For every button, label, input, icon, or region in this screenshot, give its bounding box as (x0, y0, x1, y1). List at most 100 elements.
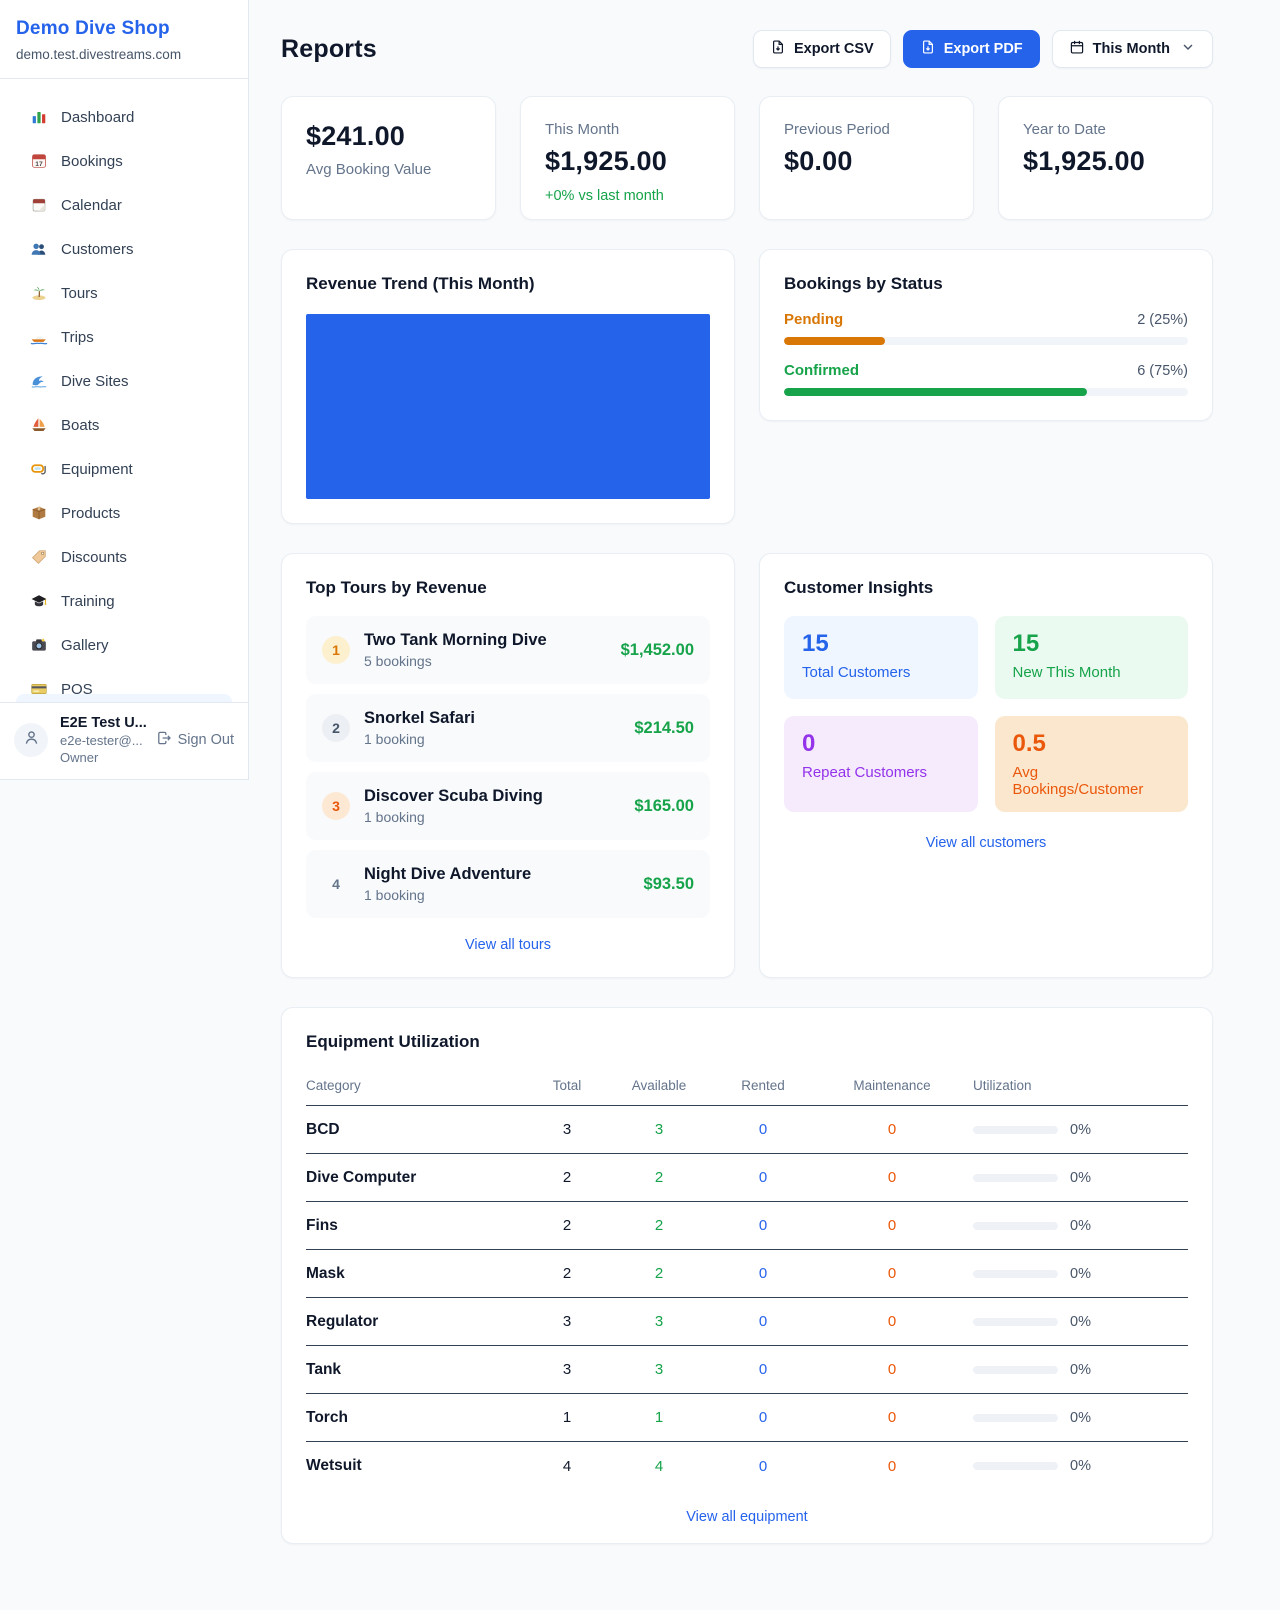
dive-sites-icon (30, 372, 48, 390)
cell-category: Regulator (306, 1312, 379, 1330)
view-all-customers-link[interactable]: View all customers (925, 835, 1047, 851)
sidebar-item-customers[interactable]: Customers (16, 231, 232, 267)
status-label: Pending (784, 311, 844, 328)
export-pdf-button[interactable]: Export PDF (902, 30, 1040, 68)
cell-total: 3 (562, 1361, 572, 1378)
insight-value: 15 (1012, 630, 1040, 657)
cell-total: 2 (562, 1169, 572, 1186)
cell-maintenance: 0 (887, 1121, 897, 1138)
cell-total: 3 (562, 1313, 572, 1330)
sidebar-item-pos[interactable]: POS (16, 671, 232, 702)
revenue-trend-card: Revenue Trend (This Month) (281, 249, 735, 524)
view-all-equipment-link[interactable]: View all equipment (686, 1509, 808, 1525)
tour-revenue: $165.00 (634, 796, 694, 815)
cell-utilization-pct: 0% (1070, 1361, 1091, 1378)
rank-badge: 3 (322, 792, 350, 820)
sidebar-brand: Demo Dive Shop demo.test.divestreams.com (0, 0, 248, 79)
cell-available: 2 (654, 1217, 664, 1234)
cell-rented: 0 (758, 1409, 768, 1426)
tour-row-night-dive-adventure: 4 Night Dive Adventure 1 booking $93.50 (306, 850, 710, 918)
tour-bookings: 1 booking (364, 731, 425, 747)
top-tours-card: Top Tours by Revenue 1 Two Tank Morning … (281, 553, 735, 978)
user-email: e2e-tester@... (60, 733, 143, 748)
sidebar-item-gallery[interactable]: Gallery (16, 627, 232, 663)
customer-insights-title: Customer Insights (784, 578, 934, 597)
products-icon (30, 504, 48, 522)
svg-text:17: 17 (35, 161, 43, 168)
sidebar-item-calendar[interactable]: Calendar (16, 187, 232, 223)
export-csv-button[interactable]: Export CSV (752, 30, 891, 68)
export-pdf-label: Export PDF (943, 41, 1023, 57)
insights-row: Top Tours by Revenue 1 Two Tank Morning … (281, 553, 1213, 978)
column-available: Available (631, 1078, 687, 1093)
stat-value: $241.00 (306, 121, 405, 151)
cell-category: Dive Computer (306, 1168, 417, 1186)
insight-label: New This Month (1012, 664, 1121, 681)
sign-out-icon (156, 730, 172, 750)
cell-utilization-pct: 0% (1070, 1409, 1091, 1426)
avatar (14, 723, 48, 757)
user-role: Owner (60, 750, 99, 765)
cell-total: 4 (562, 1457, 572, 1475)
sidebar-item-trips[interactable]: Trips (16, 319, 232, 355)
utilization-bar-track (973, 1221, 1058, 1230)
sidebar-item-tours[interactable]: Tours (16, 275, 232, 311)
cell-utilization-pct: 0% (1070, 1265, 1091, 1282)
sidebar-item-dive-sites[interactable]: Dive Sites (16, 363, 232, 399)
insight-label: Total Customers (802, 664, 911, 681)
status-count: 2 (25%) (1137, 312, 1188, 328)
sidebar-item-dashboard[interactable]: Dashboard (16, 99, 232, 135)
status-row-confirmed: Confirmed 6 (75%) (784, 362, 1188, 396)
discounts-icon (30, 548, 48, 566)
cell-rented: 0 (758, 1265, 768, 1282)
sidebar-item-discounts[interactable]: Discounts (16, 539, 232, 575)
insight-value: 15 (802, 630, 829, 657)
file-export-icon (770, 39, 786, 59)
dashboard-icon (30, 108, 48, 126)
customers-icon (30, 240, 48, 258)
training-icon (30, 592, 48, 610)
cell-available: 4 (654, 1457, 664, 1475)
charts-row: Revenue Trend (This Month) Bookings by S… (281, 249, 1213, 524)
insight-value: 0.5 (1012, 730, 1046, 757)
equipment-table-header: Category Total Available Rented Maintena… (306, 1066, 1188, 1106)
cell-category: Fins (306, 1216, 338, 1234)
insight-label: Avg Bookings/Customer (1012, 764, 1144, 798)
equipment-icon (30, 460, 48, 478)
period-select[interactable]: This Month (1051, 30, 1213, 68)
cell-total: 2 (562, 1217, 572, 1234)
cell-utilization-pct: 0% (1070, 1458, 1091, 1474)
insight-tile-repeat-customers: 0 Repeat Customers (784, 716, 978, 812)
tour-revenue: $93.50 (643, 874, 694, 893)
view-all-tours-link[interactable]: View all tours (465, 937, 551, 953)
period-select-value: This Month (1092, 41, 1170, 57)
trips-icon (30, 328, 48, 346)
sidebar-item-reports-active-peek[interactable] (16, 694, 232, 702)
sidebar-item-products[interactable]: Products (16, 495, 232, 531)
utilization-bar-track (973, 1413, 1058, 1422)
tour-bookings: 1 booking (364, 887, 425, 903)
cell-available: 3 (654, 1361, 664, 1378)
stat-value: $1,925.00 (1023, 146, 1145, 176)
tour-bookings: 5 bookings (364, 653, 432, 669)
sign-out-button[interactable]: Sign Out (156, 730, 234, 750)
sidebar-item-boats[interactable]: Boats (16, 407, 232, 443)
table-row-regulator: Regulator 3 3 0 0 0% (306, 1298, 1188, 1346)
user-meta: E2E Test U... e2e-tester@... Owner (60, 715, 147, 765)
export-csv-label: Export CSV (793, 41, 874, 57)
sidebar-item-equipment[interactable]: Equipment (16, 451, 232, 487)
sidebar-item-bookings[interactable]: 17 Bookings (16, 143, 232, 179)
cell-total: 1 (562, 1409, 572, 1426)
user-panel: E2E Test U... e2e-tester@... Owner Sign … (0, 702, 248, 779)
stat-label: This Month (545, 121, 620, 138)
bookings-by-status-title: Bookings by Status (784, 274, 943, 293)
status-progress-fill (784, 337, 885, 345)
stat-card-previous-period: Previous Period $0.00 (759, 96, 974, 220)
utilization-bar-track (973, 1269, 1058, 1278)
tour-name: Snorkel Safari (364, 709, 475, 727)
cell-available: 2 (654, 1265, 664, 1282)
sidebar-item-training[interactable]: Training (16, 583, 232, 619)
cell-maintenance: 0 (887, 1265, 897, 1282)
cell-available: 2 (654, 1169, 664, 1186)
